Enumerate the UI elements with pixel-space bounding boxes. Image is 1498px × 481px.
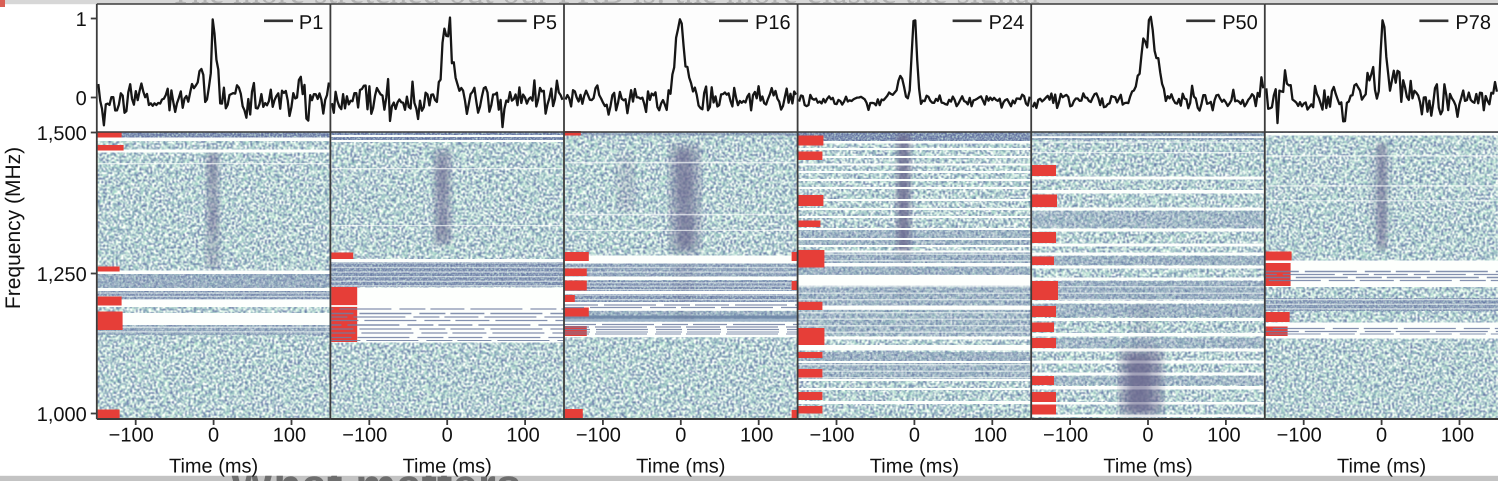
svg-text:−100: −100 [1277,425,1322,447]
svg-text:Time (ms): Time (ms) [1337,456,1426,478]
svg-text:−100: −100 [576,425,621,447]
svg-text:P24: P24 [989,12,1025,34]
svg-text:What matters: What matters [230,459,521,481]
svg-text:100: 100 [506,425,539,447]
svg-text:1: 1 [76,9,87,31]
svg-text:0: 0 [675,425,686,447]
svg-text:P1: P1 [299,12,323,34]
svg-text:Time (ms): Time (ms) [1103,456,1192,478]
svg-text:−100: −100 [109,425,154,447]
svg-text:0: 0 [76,88,87,110]
svg-text:P78: P78 [1455,12,1491,34]
svg-text:−100: −100 [342,425,387,447]
svg-text:1,500: 1,500 [37,123,87,145]
svg-text:P50: P50 [1222,12,1258,34]
svg-text:P16: P16 [755,12,791,34]
svg-text:P5: P5 [533,12,557,34]
svg-text:100: 100 [1441,425,1474,447]
svg-text:100: 100 [273,425,306,447]
svg-text:Frequency (MHz): Frequency (MHz) [2,147,25,309]
svg-text:0: 0 [442,425,453,447]
svg-text:The more stretched out our FRB: The more stretched out our FRB is: the m… [170,0,1040,11]
svg-text:100: 100 [974,425,1007,447]
svg-text:100: 100 [740,425,773,447]
svg-text:Time (ms): Time (ms) [636,456,725,478]
svg-text:0: 0 [909,425,920,447]
svg-text:Time (ms): Time (ms) [403,456,492,478]
svg-text:−100: −100 [809,425,854,447]
svg-text:100: 100 [1207,425,1240,447]
svg-text:0: 0 [208,425,219,447]
svg-text:0: 0 [1376,425,1387,447]
svg-text:1,250: 1,250 [37,264,87,286]
svg-text:Time (ms): Time (ms) [870,456,959,478]
svg-text:1,000: 1,000 [37,404,87,426]
svg-text:Time (ms): Time (ms) [169,456,258,478]
svg-text:−100: −100 [1043,425,1088,447]
svg-text:0: 0 [1142,425,1153,447]
